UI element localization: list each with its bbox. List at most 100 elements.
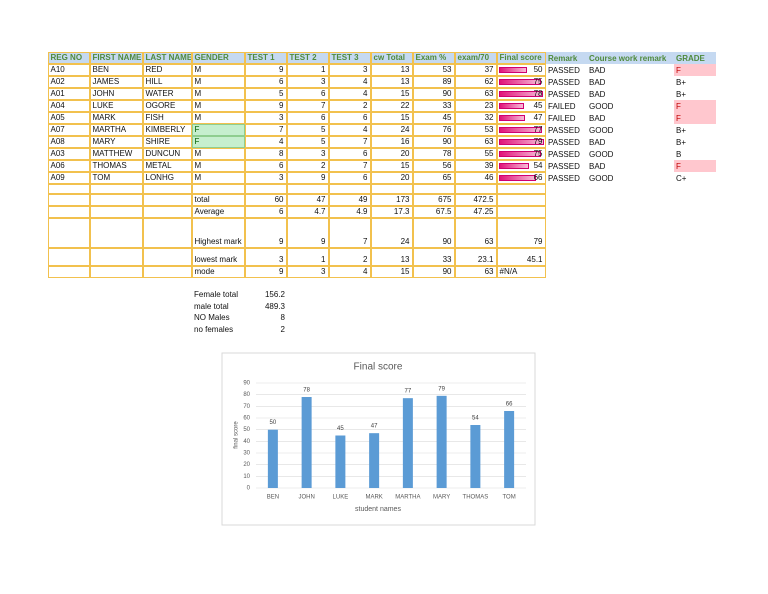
summary-cell bbox=[496, 205, 546, 218]
table-cell: A07 bbox=[47, 123, 90, 136]
cell-text: 22 bbox=[400, 100, 410, 110]
cell-text: B+ bbox=[676, 138, 687, 147]
table-cell: HILL bbox=[142, 75, 192, 88]
cell-text: 6 bbox=[279, 206, 284, 216]
cell-text: A05 bbox=[50, 112, 65, 122]
blank-cell bbox=[142, 205, 192, 218]
table-cell: 77 bbox=[496, 123, 546, 136]
table-cell: 13 bbox=[370, 63, 413, 76]
data-bar bbox=[498, 66, 528, 73]
cell-text: LAST NAME bbox=[145, 52, 192, 62]
blank-cell bbox=[89, 217, 143, 248]
cell-text: 75 bbox=[533, 148, 543, 158]
cell-text: 16 bbox=[400, 136, 410, 146]
header-cell: TEST 2 bbox=[286, 51, 329, 64]
cell-text: total bbox=[194, 194, 210, 204]
table-cell: 5 bbox=[286, 135, 329, 148]
data-label: 79 bbox=[438, 386, 445, 392]
cell-text: 49 bbox=[358, 194, 368, 204]
cell-text: exam/70 bbox=[457, 52, 490, 62]
data-bar bbox=[498, 126, 543, 133]
table-cell: 15 bbox=[370, 87, 413, 100]
table-cell: JOHN bbox=[89, 87, 143, 100]
cell-text: 90 bbox=[442, 236, 452, 246]
blank-cell bbox=[286, 183, 329, 194]
cell-text: 15 bbox=[400, 88, 410, 98]
cell-text: TEST 3 bbox=[331, 52, 359, 62]
cell-text: A01 bbox=[50, 88, 65, 98]
table-cell: 2 bbox=[328, 99, 371, 112]
header-cell: exam/70 bbox=[454, 51, 497, 64]
cell-text: 77 bbox=[533, 124, 543, 134]
cell-text: 5 bbox=[321, 136, 326, 146]
header-cell: LAST NAME bbox=[142, 51, 192, 64]
x-tick-label: BEN bbox=[267, 495, 279, 501]
table-cell: M bbox=[191, 111, 245, 124]
table-cell: M bbox=[191, 159, 245, 172]
cell-text: 3 bbox=[321, 76, 326, 86]
blank-cell bbox=[47, 265, 90, 278]
data-label: 78 bbox=[303, 388, 310, 394]
cell-text: 63 bbox=[484, 88, 494, 98]
table-cell: 33 bbox=[412, 99, 455, 112]
table-cell: 2 bbox=[286, 159, 329, 172]
table-cell: 3 bbox=[286, 75, 329, 88]
cell-text: 47.25 bbox=[473, 206, 494, 216]
cell-text: 173 bbox=[396, 194, 410, 204]
table-cell: 7 bbox=[244, 123, 287, 136]
header-cell: cw Total bbox=[370, 51, 413, 64]
summary-cell bbox=[496, 193, 546, 206]
table-cell: LONHG bbox=[142, 171, 192, 184]
cell-text: 4.7 bbox=[314, 206, 326, 216]
table-cell: 76 bbox=[412, 123, 455, 136]
table-cell: 9 bbox=[286, 171, 329, 184]
cell-text: 4 bbox=[363, 76, 368, 86]
table-cell: 89 bbox=[412, 75, 455, 88]
table-cell: 6 bbox=[328, 111, 371, 124]
cell-text: B+ bbox=[676, 78, 687, 87]
data-bar bbox=[498, 114, 526, 121]
blank-cell bbox=[89, 265, 143, 278]
cell-text: A08 bbox=[50, 136, 65, 146]
cell-text: #N/A bbox=[499, 266, 518, 276]
x-tick-label: MARY bbox=[433, 495, 450, 501]
table-cell: 63 bbox=[454, 135, 497, 148]
header-cell: REG NO bbox=[47, 51, 90, 64]
cell-text: 53 bbox=[442, 64, 452, 74]
bar bbox=[504, 411, 515, 488]
summary-cell: 675 bbox=[412, 193, 455, 206]
table-cell: A01 bbox=[47, 87, 90, 100]
cell-text: REG NO bbox=[50, 52, 83, 62]
cell-text: 3 bbox=[279, 254, 284, 264]
cell-text: 45.1 bbox=[526, 254, 543, 264]
y-tick-label: 10 bbox=[243, 474, 250, 480]
cell-text: TEST 1 bbox=[247, 52, 275, 62]
summary-cell: 47.25 bbox=[454, 205, 497, 218]
cell-text: TEST 2 bbox=[289, 52, 317, 62]
y-axis-title: final score bbox=[234, 421, 240, 449]
table-cell: M bbox=[191, 75, 245, 88]
table-cell: 6 bbox=[286, 111, 329, 124]
x-tick-label: THOMAS bbox=[463, 495, 489, 501]
summary-cell: 3 bbox=[244, 247, 287, 266]
cell-text: 8 bbox=[279, 148, 284, 158]
cell-text: SHIRE bbox=[145, 136, 170, 146]
x-tick-label: LUKE bbox=[333, 495, 349, 501]
y-tick-label: 40 bbox=[243, 439, 250, 445]
table-cell: F bbox=[674, 100, 716, 112]
table-cell: 50 bbox=[496, 63, 546, 76]
cell-text: B+ bbox=[676, 90, 687, 99]
summary-cell: 90 bbox=[412, 265, 455, 278]
cell-text: 3 bbox=[321, 266, 326, 276]
cell-text: F bbox=[676, 66, 681, 75]
table-cell: F bbox=[191, 123, 245, 136]
data-bar bbox=[498, 102, 525, 109]
table-cell: FISH bbox=[142, 111, 192, 124]
cell-text: GOOD bbox=[589, 126, 614, 135]
table-cell: GOOD bbox=[587, 148, 674, 160]
table-cell: BEN bbox=[89, 63, 143, 76]
cell-text: 33 bbox=[442, 254, 452, 264]
summary-label: lowest mark bbox=[191, 247, 245, 266]
blank-cell bbox=[328, 183, 371, 194]
